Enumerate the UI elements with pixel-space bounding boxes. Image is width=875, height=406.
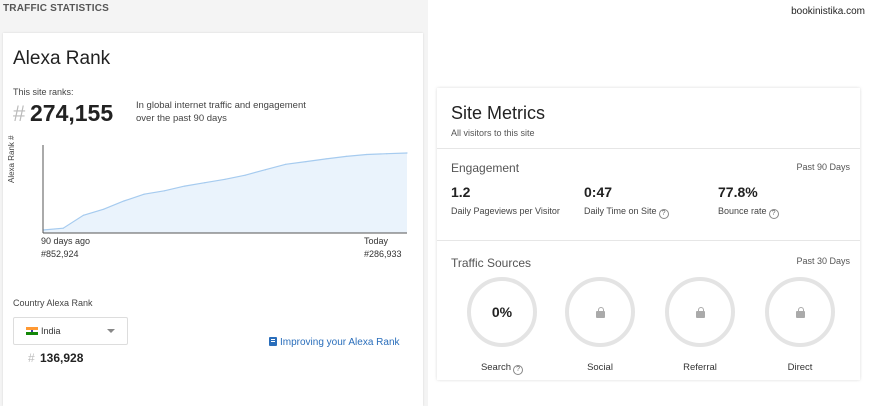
pageviews-label: Daily Pageviews per Visitor xyxy=(451,206,560,216)
chart-point xyxy=(224,178,226,180)
chart-point xyxy=(82,214,84,216)
improve-rank-link-label: Improving your Alexa Rank xyxy=(280,337,400,348)
lock-icon xyxy=(696,307,705,318)
chart-point xyxy=(264,169,266,171)
social-donut xyxy=(565,277,635,347)
chart-point xyxy=(204,182,206,184)
country-select[interactable]: India xyxy=(13,317,128,345)
search-share-value: 0% xyxy=(491,304,513,320)
chart-point xyxy=(406,152,408,154)
chart-x-end-label: Today xyxy=(364,236,389,246)
lock-icon xyxy=(596,307,605,318)
chart-point xyxy=(123,200,125,202)
chart-point xyxy=(285,163,287,165)
chart-point xyxy=(386,153,388,155)
chart-point xyxy=(244,174,246,176)
chart-point xyxy=(163,190,165,192)
chart-point xyxy=(325,158,327,160)
help-icon[interactable]: ? xyxy=(513,365,524,375)
search-label-text: Search xyxy=(480,362,512,373)
chart-point xyxy=(62,227,64,229)
bounce-rate-label: Bounce rate? xyxy=(718,206,779,219)
traffic-sources-title: Traffic Sources xyxy=(451,256,532,270)
referral-donut xyxy=(665,277,735,347)
chart-point xyxy=(345,155,347,157)
bounce-rate-label-text: Bounce rate xyxy=(718,206,767,216)
engagement-title: Engagement xyxy=(451,161,520,175)
site-ranks-label: This site ranks: xyxy=(13,87,74,97)
social-label: Social xyxy=(587,362,613,373)
lock-icon xyxy=(796,307,805,318)
site-metrics-title: Site Metrics xyxy=(451,103,546,123)
book-icon xyxy=(269,337,277,346)
time-on-site-label-text: Daily Time on Site xyxy=(584,206,657,216)
search-donut: 0% xyxy=(467,277,537,347)
country-select-value: India xyxy=(41,326,61,336)
improve-rank-link[interactable]: Improving your Alexa Rank xyxy=(269,337,400,348)
global-rank-value: 274,155 xyxy=(30,100,114,126)
rank-description: In global internet traffic and engagemen… xyxy=(136,100,306,124)
engagement-period: Past 90 Days xyxy=(796,162,850,172)
section-title: TRAFFIC STATISTICS xyxy=(3,3,109,14)
pageviews-label-text: Daily Pageviews per Visitor xyxy=(451,206,560,216)
chart-x-start-label: 90 days ago xyxy=(41,236,91,246)
time-on-site-label: Daily Time on Site? xyxy=(584,206,669,219)
site-metrics-subtitle: All visitors to this site xyxy=(451,128,535,138)
rank-hash-symbol: # xyxy=(13,101,26,126)
chart-point xyxy=(184,185,186,187)
help-icon[interactable]: ? xyxy=(768,209,779,219)
direct-donut xyxy=(765,277,835,347)
direct-label: Direct xyxy=(787,362,813,373)
country-rank-label: Country Alexa Rank xyxy=(13,298,93,308)
chevron-down-icon xyxy=(107,329,115,333)
chart-point xyxy=(366,153,368,156)
country-rank-value: 136,928 xyxy=(40,351,84,365)
site-domain: bookinistika.com xyxy=(791,6,865,17)
bounce-rate-value: 77.8% xyxy=(718,184,758,200)
time-on-site-value: 0:47 xyxy=(584,184,613,200)
referral-label: Referral xyxy=(683,362,717,373)
alexa-rank-title: Alexa Rank xyxy=(13,48,111,69)
india-flag-icon xyxy=(26,327,38,335)
rank-chart: Alexa Rank # xyxy=(7,135,415,295)
chart-x-start-rank: #852,924 xyxy=(41,249,79,259)
chart-point xyxy=(103,208,105,210)
chart-area-fill xyxy=(43,153,407,233)
rank-chart-svg xyxy=(42,145,408,234)
search-label: Search? xyxy=(467,362,537,375)
site-metrics-card: Site Metrics All visitors to this site E… xyxy=(437,88,860,380)
traffic-sources-period: Past 30 Days xyxy=(796,256,850,266)
divider xyxy=(437,240,860,241)
divider xyxy=(437,148,860,149)
chart-point xyxy=(305,161,307,163)
chart-point xyxy=(143,193,145,195)
pageviews-value: 1.2 xyxy=(451,184,471,200)
alexa-rank-card: Alexa Rank This site ranks: # 274,155 In… xyxy=(3,33,423,406)
help-icon[interactable]: ? xyxy=(658,209,669,219)
country-rank-hash: # xyxy=(28,351,35,365)
chart-x-end-rank: #286,933 xyxy=(364,249,402,259)
